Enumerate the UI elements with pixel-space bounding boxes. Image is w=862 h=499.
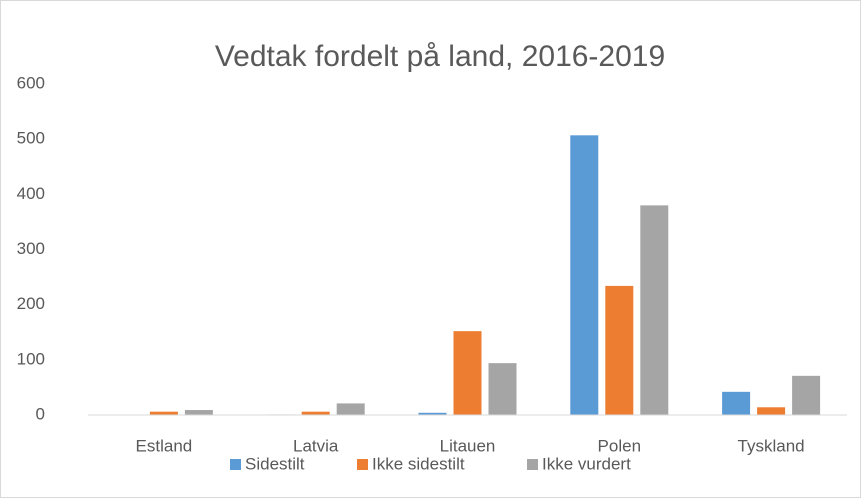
y-tick-label: 500 [17, 129, 45, 148]
legend-label: Ikke sidestilt [372, 454, 465, 473]
y-tick-label: 200 [17, 294, 45, 313]
y-tick-label: 300 [17, 239, 45, 258]
bar [301, 411, 330, 415]
bar [757, 407, 786, 415]
x-tick-label: Latvia [293, 436, 339, 455]
legend-label: Sidestilt [245, 454, 305, 473]
bar [605, 285, 634, 415]
bar [570, 135, 599, 415]
x-tick-label: Tyskland [738, 436, 805, 455]
x-tick-label: Litauen [440, 436, 496, 455]
bar [336, 403, 365, 415]
chart-title: Vedtak fordelt på land, 2016-2019 [215, 40, 665, 73]
bar [722, 391, 751, 415]
bar [640, 205, 669, 415]
legend-swatch [230, 459, 241, 470]
bar [184, 410, 213, 415]
bar [149, 411, 178, 415]
bar [488, 363, 517, 415]
bar [792, 375, 821, 415]
y-tick-label: 100 [17, 349, 45, 368]
y-tick-label: 600 [17, 73, 45, 92]
legend-label: Ikke vurdert [542, 454, 631, 473]
bar [418, 412, 447, 415]
y-tick-label: 0 [36, 404, 45, 423]
x-tick-label: Estland [136, 436, 193, 455]
y-tick-label: 400 [17, 184, 45, 203]
x-tick-label: Polen [598, 436, 641, 455]
bar [453, 331, 482, 415]
legend-swatch [527, 459, 538, 470]
legend-swatch [357, 459, 368, 470]
